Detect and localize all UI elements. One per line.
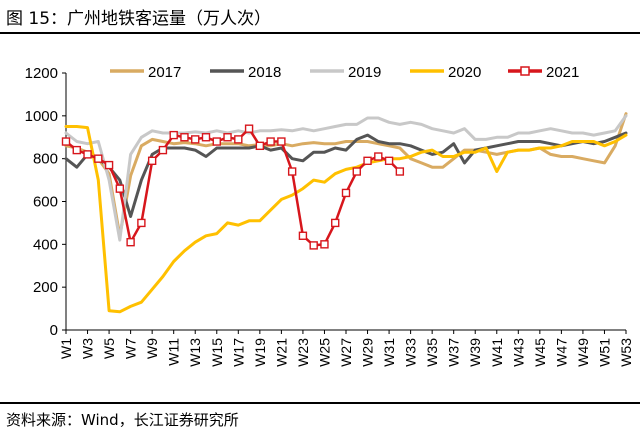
x-tick-label: W5 xyxy=(101,338,117,359)
line-chart: 0 200 400 600 800 1000 1200 W1 W3 W5 W7 W9 W11 W13 W15… xyxy=(25,64,634,367)
y-tick-label: 400 xyxy=(33,236,58,253)
legend-item-2017: 2017 xyxy=(110,64,181,81)
x-tick-label: W35 xyxy=(424,338,440,367)
x-tick-label: W13 xyxy=(187,338,203,367)
x-tick-label: W53 xyxy=(618,338,634,367)
series-line-2020 xyxy=(64,125,628,314)
x-tick-label: W51 xyxy=(596,338,612,367)
data-point-2021 xyxy=(223,133,232,142)
series-2019 xyxy=(64,114,628,242)
data-point-2021 xyxy=(126,237,135,247)
data-point-2021 xyxy=(201,133,211,142)
x-tick-label: W33 xyxy=(403,338,419,367)
data-point-2021 xyxy=(234,135,243,144)
y-tick-label: 200 xyxy=(33,279,58,296)
x-tick-label: W37 xyxy=(446,338,462,367)
x-tick-label: W23 xyxy=(295,338,311,367)
data-point-2021 xyxy=(384,156,394,166)
series-2020 xyxy=(64,125,628,314)
y-tick-label: 800 xyxy=(33,151,58,168)
data-point-2021 xyxy=(158,145,168,155)
x-tick-label: W39 xyxy=(467,338,483,367)
x-tick-label: W9 xyxy=(144,338,160,359)
legend-label: 2018 xyxy=(248,64,281,81)
data-point-2021 xyxy=(115,184,125,193)
data-point-2021 xyxy=(83,150,92,159)
x-tick-label: W47 xyxy=(553,338,569,367)
legend-label: 2019 xyxy=(348,64,381,81)
x-tick-label: W29 xyxy=(360,338,376,367)
data-point-2021 xyxy=(298,231,308,240)
legend-item-2018: 2018 xyxy=(210,64,281,81)
legend-item-2021: 2021 xyxy=(508,64,579,81)
x-tick-label: W31 xyxy=(381,338,397,367)
series-2021 xyxy=(61,124,405,250)
legend-label: 2020 xyxy=(448,64,481,81)
data-point-2021 xyxy=(320,240,329,249)
data-point-2021 xyxy=(255,141,265,151)
x-tick-label: W43 xyxy=(510,338,526,367)
x-tick-label: W3 xyxy=(80,338,96,359)
x-tick-label: W15 xyxy=(209,338,225,367)
y-tick-label: 600 xyxy=(33,194,58,211)
x-tick-label: W17 xyxy=(230,338,246,367)
x-tick-label: W41 xyxy=(489,338,505,367)
data-point-2021 xyxy=(147,156,157,166)
top-rule xyxy=(0,32,640,34)
bottom-rule xyxy=(0,402,640,404)
x-tick-label: W25 xyxy=(316,338,332,367)
data-point-2021 xyxy=(374,152,383,161)
x-tick-label: W19 xyxy=(252,338,268,367)
series-layer xyxy=(61,112,628,314)
y-tick-label: 1200 xyxy=(25,65,58,82)
data-point-2021 xyxy=(244,124,254,133)
data-point-2021 xyxy=(277,137,286,146)
data-point-2021 xyxy=(72,145,81,155)
data-point-2021 xyxy=(309,241,318,250)
chart-axes: 0 200 400 600 800 1000 1200 W1 W3 W5 W7 W9 W11 W13 W15… xyxy=(25,65,634,367)
x-tick-label: W21 xyxy=(273,338,289,367)
data-point-2021 xyxy=(363,156,372,166)
legend-label: 2021 xyxy=(546,64,579,81)
x-tick-label: W7 xyxy=(123,338,139,359)
data-point-2021 xyxy=(94,154,103,163)
legend-item-2019: 2019 xyxy=(310,64,381,81)
data-point-2021 xyxy=(61,137,71,146)
x-tick-label: W45 xyxy=(532,338,548,367)
series-line-2019 xyxy=(64,114,628,242)
y-tick-label: 0 xyxy=(50,322,58,339)
data-point-2021 xyxy=(169,130,178,140)
data-point-2021 xyxy=(104,160,114,170)
legend-label: 2017 xyxy=(148,64,181,81)
data-point-2021 xyxy=(287,167,297,176)
data-point-2021 xyxy=(137,218,146,228)
x-tick-label: W49 xyxy=(575,338,591,367)
x-tick-label: W1 xyxy=(58,338,74,359)
data-point-2021 xyxy=(395,167,405,176)
data-point-2021 xyxy=(212,137,221,146)
legend-item-2020: 2020 xyxy=(410,64,481,81)
x-tick-label: W11 xyxy=(166,338,182,366)
data-point-2021 xyxy=(191,135,200,144)
source-note: 资料来源：Wind，长江证券研究所 xyxy=(6,411,239,429)
chart-legend: 2017 2018 2019 2020 2021 xyxy=(110,64,579,81)
x-tick-label: W27 xyxy=(338,338,354,367)
chart-title: 图 15：广州地铁客运量（万人次） xyxy=(6,9,272,29)
series-line-2021 xyxy=(64,127,402,247)
y-tick-label: 1000 xyxy=(25,108,58,125)
data-point-2021 xyxy=(331,218,340,228)
data-point-2021 xyxy=(180,133,189,142)
data-point-2021 xyxy=(266,137,275,146)
legend-marker xyxy=(520,66,530,76)
data-point-2021 xyxy=(352,167,361,176)
data-point-2021 xyxy=(341,188,351,198)
